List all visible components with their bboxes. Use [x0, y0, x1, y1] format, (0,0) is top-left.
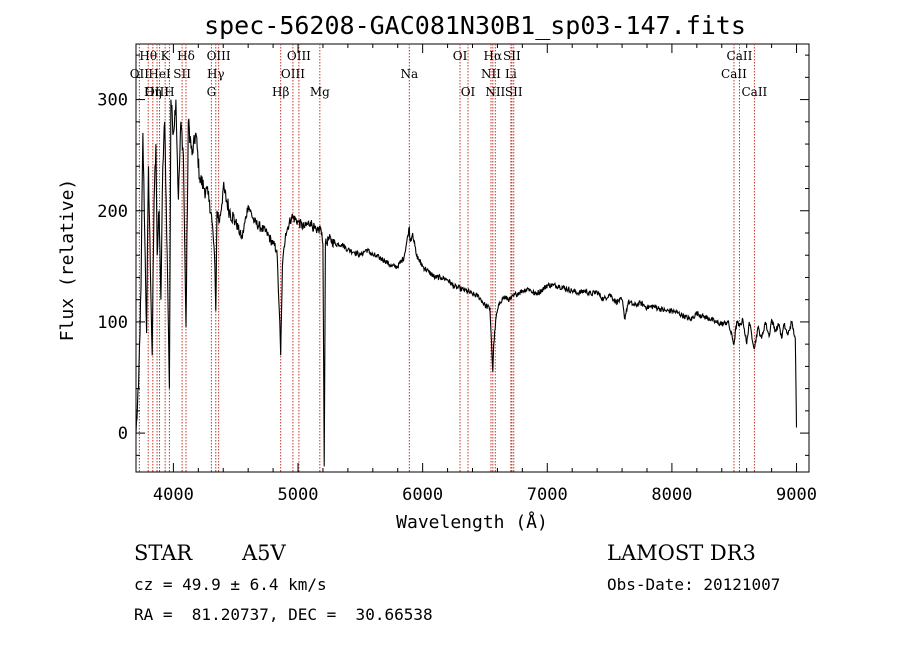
marker-label: Hγ [207, 67, 225, 81]
y-tick-label: 0 [118, 424, 128, 444]
x-axis: 4000 5000 6000 7000 8000 9000 [153, 44, 817, 505]
plot-area [135, 43, 810, 473]
marker-label: Hδ [177, 49, 195, 63]
flux-series-line [135, 99, 798, 467]
x-tick-label: 8000 [651, 485, 692, 505]
marker-label: OII [130, 67, 150, 81]
marker-label: Hβ [272, 85, 289, 99]
marker-label: Na [400, 67, 418, 81]
x-tick-label: 9000 [776, 485, 817, 505]
marker-label: HeI [148, 67, 171, 81]
y-tick-label: 100 [97, 313, 128, 333]
marker-label: CaII [727, 49, 753, 63]
marker-label: OIII [281, 67, 305, 81]
marker-label: Mg [310, 85, 330, 99]
y-axis-label: Flux (relative) [57, 179, 78, 342]
marker-label: NII [485, 85, 505, 99]
marker-label: OI [453, 49, 468, 63]
marker-label: SII [505, 85, 523, 99]
marker-label: SII [503, 49, 521, 63]
marker-label: CaII [721, 67, 747, 81]
x-tick-label: 4000 [153, 485, 194, 505]
object-class: STAR [134, 541, 193, 565]
marker-label: NII [481, 67, 501, 81]
x-tick-label: 7000 [527, 485, 568, 505]
marker-label: Hα [484, 49, 503, 63]
x-tick-label: 6000 [402, 485, 443, 505]
marker-label: G [207, 85, 217, 99]
x-axis-label: Wavelength (Å) [396, 511, 548, 533]
marker-label: Hη [144, 85, 162, 99]
y-tick-label: 200 [97, 202, 128, 222]
marker-label: CaII [741, 85, 767, 99]
marker-label: SII [173, 67, 191, 81]
chart-title: spec-56208-GAC081N30B1_sp03-147.fits [204, 11, 746, 40]
x-tick-label: 5000 [278, 485, 319, 505]
marker-label: OIII [207, 49, 231, 63]
marker-label: K [161, 49, 171, 63]
y-tick-label: 300 [97, 91, 128, 111]
marker-label: Li [505, 67, 517, 81]
marker-label: OIII [145, 85, 169, 99]
line-markers [138, 44, 755, 472]
marker-label: H [164, 85, 174, 99]
obs-date: Obs-Date: 20121007 [607, 575, 780, 594]
redshift-cz: cz = 49.9 ± 6.4 km/s [134, 575, 327, 594]
object-subclass: A5V [241, 541, 287, 565]
coordinates: RA = 81.20737, DEC = 30.66538 [134, 605, 433, 624]
marker-label: Hθ [139, 49, 157, 63]
marker-label: OIII [287, 49, 311, 63]
marker-label: OI [461, 85, 476, 99]
survey-name: LAMOST DR3 [607, 541, 756, 565]
y-axis: 0 100 200 300 [97, 54, 809, 456]
